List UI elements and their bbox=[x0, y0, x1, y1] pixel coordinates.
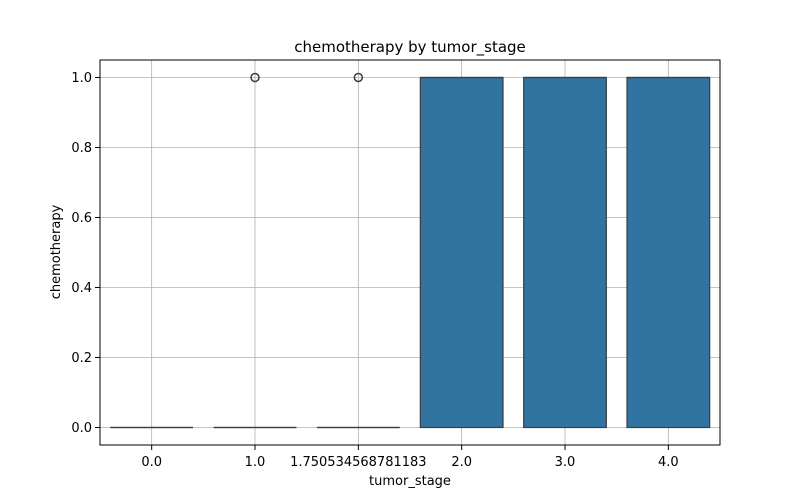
x-tick-label: 3.0 bbox=[555, 455, 576, 470]
chart-title: chemotherapy by tumor_stage bbox=[294, 38, 526, 57]
outlier-point bbox=[250, 72, 260, 83]
x-tick-label: 1.0 bbox=[245, 455, 266, 470]
box-series bbox=[110, 72, 711, 429]
box-body bbox=[419, 76, 504, 429]
box-2.0 bbox=[419, 76, 504, 429]
y-tick-label: 0.6 bbox=[71, 211, 92, 226]
y-axis-ticks: 0.0 0.2 0.4 0.6 0.8 1.0 bbox=[71, 71, 100, 436]
plot-area-frame bbox=[99, 59, 721, 446]
box-3.0 bbox=[523, 76, 607, 429]
y-axis-title: chemotherapy bbox=[49, 204, 64, 299]
y-tick-label: 0.4 bbox=[71, 281, 92, 296]
x-tick-label: 2.0 bbox=[451, 455, 472, 470]
box-body bbox=[626, 76, 711, 429]
y-tick-label: 0.0 bbox=[71, 421, 92, 436]
box-4.0 bbox=[626, 76, 711, 429]
box-body bbox=[523, 76, 607, 429]
y-tick-label: 0.2 bbox=[71, 351, 92, 366]
x-axis-ticks: 0.0 1.0 1.750534568781183 2.0 3.0 4.0 bbox=[141, 445, 679, 470]
y-tick-label: 1.0 bbox=[71, 71, 92, 86]
x-tick-label: 1.750534568781183 bbox=[290, 455, 426, 470]
x-tick-label: 0.0 bbox=[141, 455, 162, 470]
y-tick-label: 0.8 bbox=[71, 141, 92, 156]
x-tick-label: 4.0 bbox=[658, 455, 679, 470]
x-axis-title: tumor_stage bbox=[369, 474, 451, 489]
outlier-point bbox=[353, 72, 364, 83]
box-1.750534568781183 bbox=[317, 72, 400, 429]
box-1.0 bbox=[213, 72, 297, 429]
